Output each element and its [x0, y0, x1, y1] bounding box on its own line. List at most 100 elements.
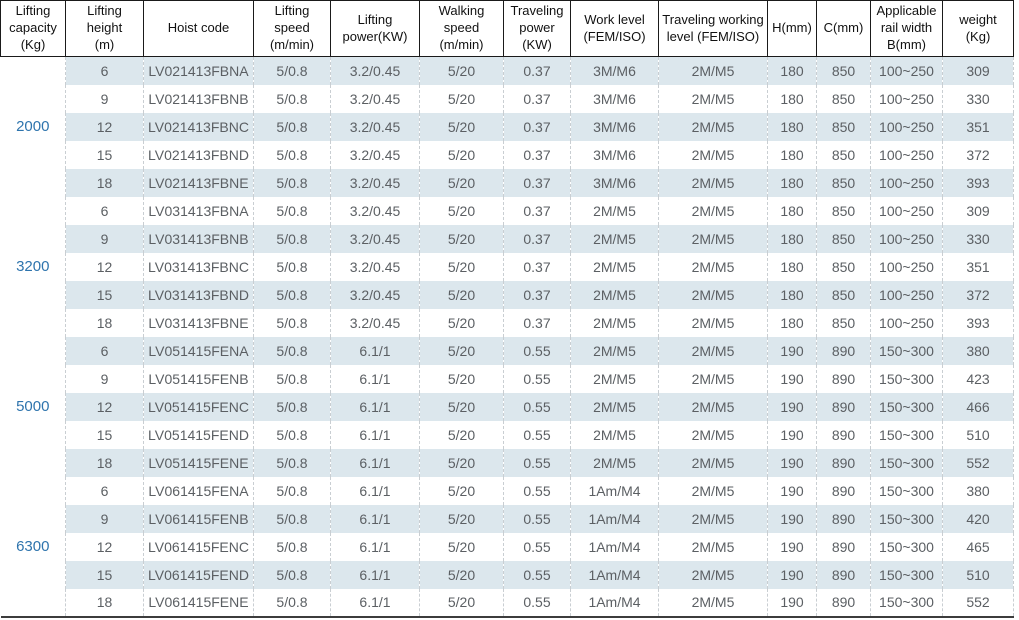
cell-c-mm: 850: [816, 308, 871, 337]
cell-lift-speed: 5/0.8: [253, 336, 331, 365]
cell-walk-speed: 5/20: [419, 252, 504, 281]
cell-code: LV061415FENC: [143, 532, 254, 561]
cell-h-mm: 190: [767, 336, 817, 365]
cell-walk-speed: 5/20: [419, 448, 504, 477]
cell-height: 6: [65, 336, 144, 365]
cell-c-mm: 850: [816, 168, 871, 197]
cell-lift-power: 6.1/1: [330, 336, 420, 365]
cell-travel-power: 0.55: [503, 504, 571, 533]
cell-height: 18: [65, 308, 144, 337]
cell-travel-power: 0.55: [503, 476, 571, 505]
cell-travel-level: 2M/M5: [658, 476, 768, 505]
cell-lift-speed: 5/0.8: [253, 84, 331, 113]
cell-code: LV021413FBNA: [143, 56, 254, 85]
cell-lift-power: 3.2/0.45: [330, 196, 420, 225]
cell-travel-level: 2M/M5: [658, 84, 768, 113]
cell-c-mm: 890: [816, 532, 871, 561]
table-row: 15 LV051415FEND 5/0.8 6.1/1 5/20 0.55 2M/M5 2M/…: [1, 420, 1014, 449]
cell-walk-speed: 5/20: [419, 140, 504, 169]
table-row: 12 LV031413FBNC 5/0.8 3.2/0.45 5/20 0.37 2M/M5…: [1, 252, 1014, 281]
cell-rail-width: 100~250: [870, 308, 943, 337]
cell-rail-width: 100~250: [870, 252, 943, 281]
cell-h-mm: 190: [767, 364, 817, 393]
cell-travel-power: 0.55: [503, 448, 571, 477]
cell-height: 12: [65, 532, 144, 561]
cell-travel-power: 0.55: [503, 336, 571, 365]
cell-work-level: 2M/M5: [570, 196, 659, 225]
header-work-level: Work level (FEM/ISO): [570, 0, 659, 57]
cell-walk-speed: 5/20: [419, 532, 504, 561]
cell-height: 12: [65, 252, 144, 281]
cell-rail-width: 100~250: [870, 112, 943, 141]
cell-lift-power: 6.1/1: [330, 364, 420, 393]
group-capacity-label: 5000: [0, 336, 66, 477]
cell-travel-level: 2M/M5: [658, 392, 768, 421]
cell-code: LV031413FBNC: [143, 252, 254, 281]
header-code: Hoist code: [143, 0, 254, 57]
cell-rail-width: 100~250: [870, 140, 943, 169]
cell-travel-level: 2M/M5: [658, 308, 768, 337]
cell-weight: 420: [942, 504, 1014, 533]
cell-travel-level: 2M/M5: [658, 224, 768, 253]
group-capacity-label: 6300: [0, 476, 66, 617]
cell-travel-power: 0.55: [503, 532, 571, 561]
group-capacity-label: 2000: [0, 56, 66, 197]
cell-c-mm: 850: [816, 140, 871, 169]
cell-travel-level: 2M/M5: [658, 280, 768, 309]
cell-height: 12: [65, 392, 144, 421]
cell-lift-speed: 5/0.8: [253, 56, 331, 85]
cell-lift-power: 6.1/1: [330, 532, 420, 561]
cell-c-mm: 850: [816, 56, 871, 85]
cell-weight: 393: [942, 308, 1014, 337]
cell-lift-power: 3.2/0.45: [330, 112, 420, 141]
cell-height: 9: [65, 84, 144, 113]
table-row: 9 LV061415FENB 5/0.8 6.1/1 5/20 0.55 1Am/M4 2M/…: [1, 504, 1014, 533]
cell-code: LV061415FENE: [143, 588, 254, 617]
cell-h-mm: 190: [767, 476, 817, 505]
cell-h-mm: 180: [767, 252, 817, 281]
cell-work-level: 3M/M6: [570, 112, 659, 141]
cell-rail-width: 100~250: [870, 168, 943, 197]
cell-c-mm: 850: [816, 84, 871, 113]
cell-weight: 465: [942, 532, 1014, 561]
cell-height: 15: [65, 560, 144, 589]
group-capacity-label: 3200: [0, 196, 66, 337]
cell-h-mm: 190: [767, 560, 817, 589]
cell-travel-power: 0.37: [503, 280, 571, 309]
cell-walk-speed: 5/20: [419, 84, 504, 113]
cell-code: LV021413FBNE: [143, 168, 254, 197]
cell-code: LV051415FENA: [143, 336, 254, 365]
cell-work-level: 2M/M5: [570, 252, 659, 281]
cell-lift-speed: 5/0.8: [253, 224, 331, 253]
cell-lift-speed: 5/0.8: [253, 420, 331, 449]
cell-lift-power: 3.2/0.45: [330, 84, 420, 113]
cell-height: 15: [65, 420, 144, 449]
cell-weight: 309: [942, 56, 1014, 85]
cell-lift-power: 6.1/1: [330, 504, 420, 533]
cell-weight: 330: [942, 84, 1014, 113]
cell-travel-power: 0.37: [503, 112, 571, 141]
cell-code: LV021413FBND: [143, 140, 254, 169]
cell-c-mm: 890: [816, 392, 871, 421]
cell-weight: 330: [942, 224, 1014, 253]
cell-height: 15: [65, 280, 144, 309]
cell-lift-power: 6.1/1: [330, 420, 420, 449]
cell-weight: 380: [942, 336, 1014, 365]
cell-lift-speed: 5/0.8: [253, 308, 331, 337]
cell-walk-speed: 5/20: [419, 588, 504, 617]
header-travel-power: Traveling power (KW): [503, 0, 571, 57]
cell-c-mm: 890: [816, 364, 871, 393]
cell-travel-level: 2M/M5: [658, 448, 768, 477]
cell-travel-level: 2M/M5: [658, 420, 768, 449]
table-row: 15 LV061415FEND 5/0.8 6.1/1 5/20 0.55 1Am/M4 2M…: [1, 560, 1014, 589]
cell-code: LV051415FENB: [143, 364, 254, 393]
cell-height: 9: [65, 224, 144, 253]
table-row: 15 LV021413FBND 5/0.8 3.2/0.45 5/20 0.37 3M/M6…: [1, 140, 1014, 169]
cell-work-level: 2M/M5: [570, 280, 659, 309]
header-height: Lifting height (m): [65, 0, 144, 57]
cell-height: 6: [65, 56, 144, 85]
cell-rail-width: 100~250: [870, 280, 943, 309]
table-row: 18 LV061415FENE 5/0.8 6.1/1 5/20 0.55 1Am/M4 2M…: [1, 588, 1014, 617]
cell-code: LV021413FBNC: [143, 112, 254, 141]
